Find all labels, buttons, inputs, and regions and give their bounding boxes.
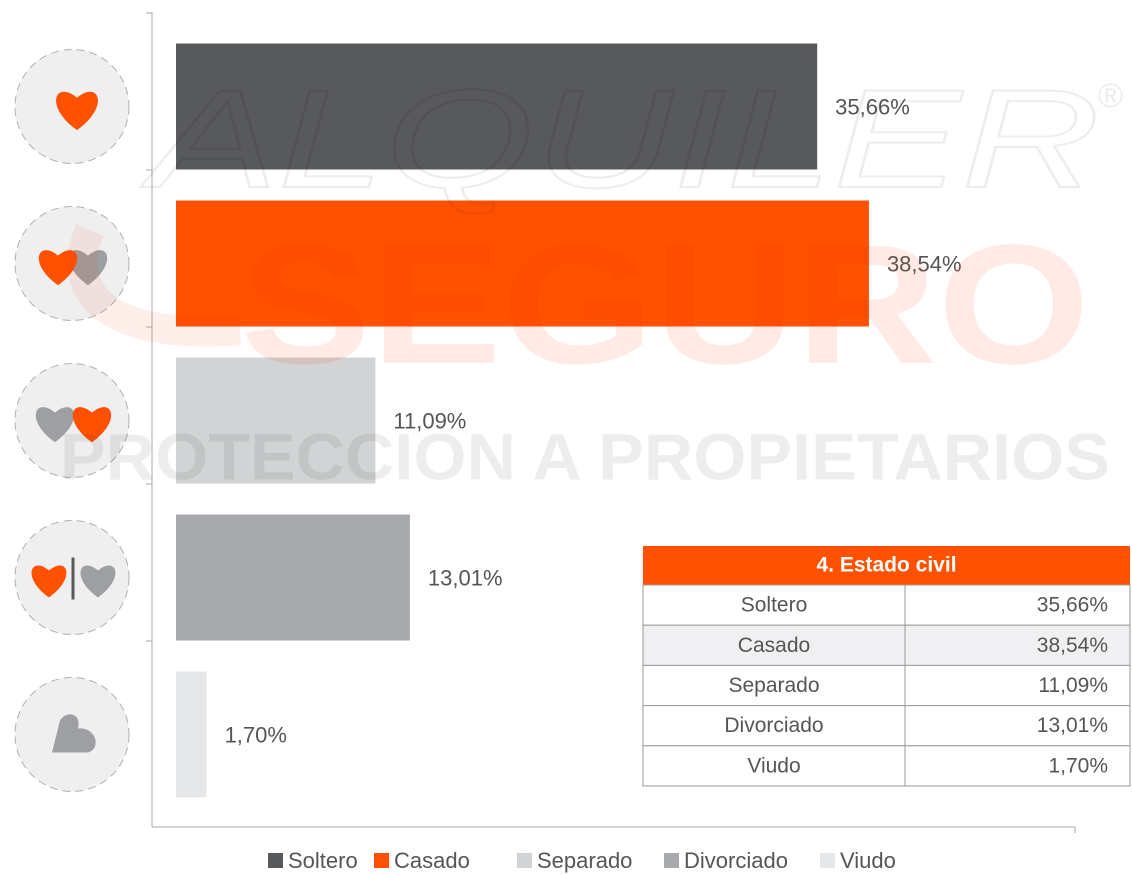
heart-icon — [35, 407, 75, 443]
data-label: 11,09% — [393, 408, 466, 433]
legend-swatch — [268, 853, 283, 868]
legend-swatch — [664, 853, 679, 868]
heart-icon — [31, 565, 67, 598]
table-cell: 1,70% — [1048, 754, 1108, 777]
table-row — [642, 745, 1131, 787]
legend-label: Soltero — [288, 848, 358, 873]
heart-icon — [80, 565, 116, 598]
legend-swatch — [820, 853, 835, 868]
table-header — [643, 546, 1130, 585]
table-cell: 38,54% — [1037, 634, 1108, 657]
table-row — [642, 705, 1131, 747]
bar — [176, 514, 410, 641]
legend-label: Separado — [537, 848, 632, 873]
table-cell: Divorciado — [724, 714, 823, 737]
table-row — [642, 584, 1131, 626]
table-row — [642, 664, 1131, 707]
heart-icon — [38, 250, 78, 286]
table-cell: Separado — [728, 674, 819, 697]
watermark-text: ® — [1098, 77, 1123, 115]
bar — [176, 671, 207, 798]
legend-swatch — [374, 853, 389, 868]
table-cell: Viudo — [747, 754, 800, 777]
bar — [176, 43, 818, 170]
legend-label: Viudo — [840, 848, 896, 873]
legend-label: Divorciado — [684, 848, 788, 873]
table-title: 4. Estado civil — [816, 554, 956, 577]
bar — [176, 357, 376, 484]
heart-icon — [72, 407, 112, 443]
table-cell: 35,66% — [1037, 594, 1108, 617]
data-label: 35,66% — [835, 94, 910, 119]
data-label: 13,01% — [428, 565, 503, 590]
data-label: 38,54% — [887, 251, 962, 276]
table-cell: Soltero — [741, 594, 808, 617]
table-cell: 11,09% — [1038, 674, 1108, 697]
legend-label: Casado — [394, 848, 470, 873]
table-cell: 13,01% — [1037, 714, 1108, 737]
bar — [176, 200, 869, 327]
heart-icon — [52, 714, 96, 753]
legend-swatch — [517, 853, 532, 868]
table-cell: Casado — [738, 634, 810, 657]
heart-icon — [68, 250, 108, 286]
heart-icon — [56, 91, 98, 131]
table-row — [642, 624, 1131, 666]
data-label: 1,70% — [225, 722, 287, 747]
